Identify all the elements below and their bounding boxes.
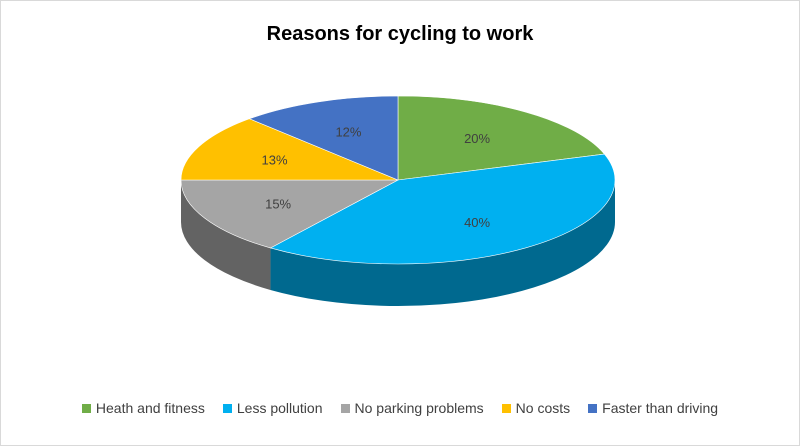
data-label-faster-than-driving: 12% [335,125,361,140]
pie-slice-faster-than-driving [248,95,399,181]
data-label-no-costs: 13% [262,152,288,167]
pie-slice-heath-and-fitness [397,95,605,181]
pie-slice-no-parking-problems [180,179,399,249]
pie-data-labels: 20% 40% 15% 13% 12% [262,125,491,231]
pie-slice-less-pollution [269,153,616,265]
legend: Heath and fitness Less pollution No parkin… [0,400,800,416]
legend-label: No costs [515,400,571,416]
legend-item-no-parking-problems: No parking problems [340,400,484,416]
pie-sides [181,180,615,306]
data-label-heath-and-fitness: 20% [464,131,490,146]
legend-label: Heath and fitness [95,400,205,416]
legend-item-no-costs: No costs [501,400,571,416]
pie-slice-no-costs [180,118,399,181]
legend-item-faster-than-driving: Faster than driving [588,400,718,416]
chart-title: Reasons for cycling to work [267,23,535,45]
legend-swatch [222,403,232,413]
legend-label: Faster than driving [602,400,719,416]
pie-slices [180,95,616,265]
data-label-no-parking-problems: 15% [265,197,291,212]
data-label-less-pollution: 40% [464,215,490,230]
legend-item-heath-and-fitness: Heath and fitness [81,400,205,416]
pie-side-no-parking-problems [181,180,271,290]
legend-label: No parking problems [354,400,484,416]
legend-swatch [340,403,350,413]
legend-swatch [501,403,511,413]
pie-side-less-pollution [270,180,615,306]
legend-swatch [81,403,91,413]
legend-label: Less pollution [236,400,323,416]
legend-item-less-pollution: Less pollution [222,400,323,416]
legend-swatch [588,403,598,413]
